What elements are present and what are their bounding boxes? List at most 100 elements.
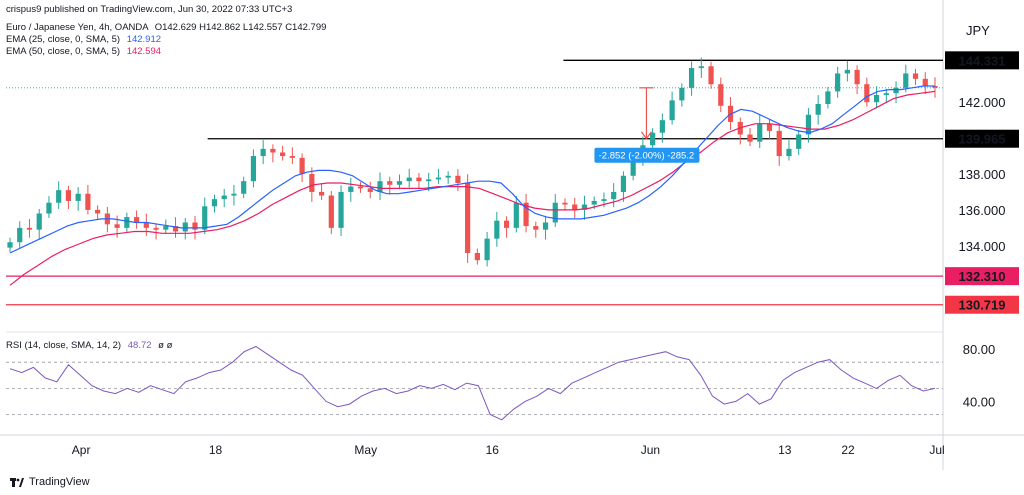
candle-body (377, 181, 383, 192)
time-tick-label: 18 (209, 443, 223, 457)
ema25-line (9, 85, 935, 254)
candle-body (426, 179, 432, 182)
candle-body (893, 87, 899, 94)
candle-body (844, 69, 850, 74)
candle-body (95, 209, 101, 214)
candle-body (143, 222, 149, 228)
candle-body (650, 132, 656, 146)
candle-body (465, 182, 471, 253)
candle-body (202, 206, 208, 230)
candle-body (815, 103, 821, 115)
price-flag-label: 139.965 (959, 132, 1006, 147)
candle-body (56, 190, 62, 203)
candle-body (241, 181, 247, 194)
candle-body (776, 130, 782, 157)
publisher-note: crispus9 published on TradingView.com, J… (6, 4, 293, 15)
candle-body (309, 174, 315, 192)
candle-body (455, 175, 461, 183)
candle-body (153, 227, 159, 230)
candle-body (318, 191, 325, 196)
candle-body (416, 177, 422, 182)
time-tick-label: 22 (841, 443, 855, 457)
time-tick-label: Jul (929, 443, 944, 457)
candle-body (611, 191, 617, 200)
candle-body (280, 152, 286, 157)
candle-body (718, 84, 724, 106)
candle-body (163, 226, 169, 230)
candle-body (835, 73, 841, 92)
candle-body (698, 66, 704, 69)
candle-body (688, 68, 695, 88)
ohlc-values: O142.629 H142.862 L142.557 C142.799 (154, 22, 327, 33)
candle-body (757, 123, 763, 142)
candle-body (17, 227, 23, 243)
grid-lines (0, 0, 1024, 470)
candle-body (270, 148, 276, 153)
measure-arrow-icon (640, 131, 652, 140)
candle-body (659, 120, 665, 133)
symbol-legend: Euro / Japanese Yen, 4h, OANDA O142.629 … (6, 22, 326, 33)
symbol-label: Euro / Japanese Yen, 4h, OANDA (6, 22, 149, 33)
price-flag (945, 295, 1019, 314)
candle-body (211, 199, 218, 207)
candle-body (883, 93, 889, 95)
price-flag-label: 144.331 (959, 53, 1006, 68)
price-axis: JPY 144.331 142.000 139.965 138.000 136.000 13… (945, 23, 1019, 409)
candle-body (46, 202, 52, 214)
price-flag (945, 129, 1019, 148)
candle-body (367, 188, 373, 192)
time-tick-label: Jun (641, 443, 660, 457)
rsi-value: 48.72 (127, 340, 152, 351)
rsi-pane (6, 345, 943, 421)
tradingview-text: TradingView (29, 476, 90, 488)
candle-body (922, 78, 928, 87)
candle-body (114, 224, 120, 228)
candle-body (581, 204, 588, 210)
price-flag-label: 130.719 (959, 298, 1006, 313)
rsi-extra: ø ø (158, 340, 173, 351)
candle-body (854, 69, 860, 85)
candle-body (133, 217, 140, 223)
candle-body (182, 222, 188, 232)
currency-label: JPY (966, 23, 990, 38)
rsi-tick-label: 80.00 (963, 342, 996, 357)
candle-body (825, 91, 831, 104)
ema50-line (9, 90, 936, 286)
ema50-value: 142.594 (126, 46, 162, 57)
time-tick-label: Apr (72, 443, 91, 457)
candle-body (406, 177, 412, 182)
candle-body (484, 238, 490, 261)
candle-body (85, 193, 91, 210)
candle-body (708, 66, 714, 85)
candle-body (474, 253, 480, 261)
candle-body (669, 100, 675, 121)
candle-body (864, 84, 870, 103)
candle-body (503, 220, 510, 228)
price-tick-label: 142.000 (959, 95, 1006, 110)
rsi-legend: RSI (14, close, SMA, 14, 2) 48.72 ø ø (6, 340, 172, 351)
candle-body (75, 193, 81, 201)
price-tick-label: 136.000 (959, 203, 1006, 218)
time-tick-label: May (354, 443, 377, 457)
ema-lines (9, 85, 936, 286)
candle-body (620, 175, 627, 192)
measure-tool[interactable]: -2.852 (-2.00%) -285.2 (594, 87, 700, 163)
price-flag (945, 267, 1019, 286)
candle-body (533, 226, 539, 230)
price-tick-label: 134.000 (959, 239, 1006, 254)
candles (7, 57, 938, 267)
tradingview-branding[interactable]: TradingView (10, 476, 90, 488)
candle-body (231, 193, 237, 196)
candle-body (796, 134, 802, 149)
candle-body (387, 181, 393, 185)
time-tick-label: 13 (778, 443, 792, 457)
ema25-value: 142.912 (126, 34, 162, 45)
candle-body (357, 186, 364, 189)
candle-body (601, 199, 607, 201)
candle-body (260, 148, 266, 157)
candle-body (65, 190, 72, 201)
rsi-line (9, 345, 936, 421)
candle-body (36, 213, 42, 230)
candle-body (221, 195, 227, 200)
